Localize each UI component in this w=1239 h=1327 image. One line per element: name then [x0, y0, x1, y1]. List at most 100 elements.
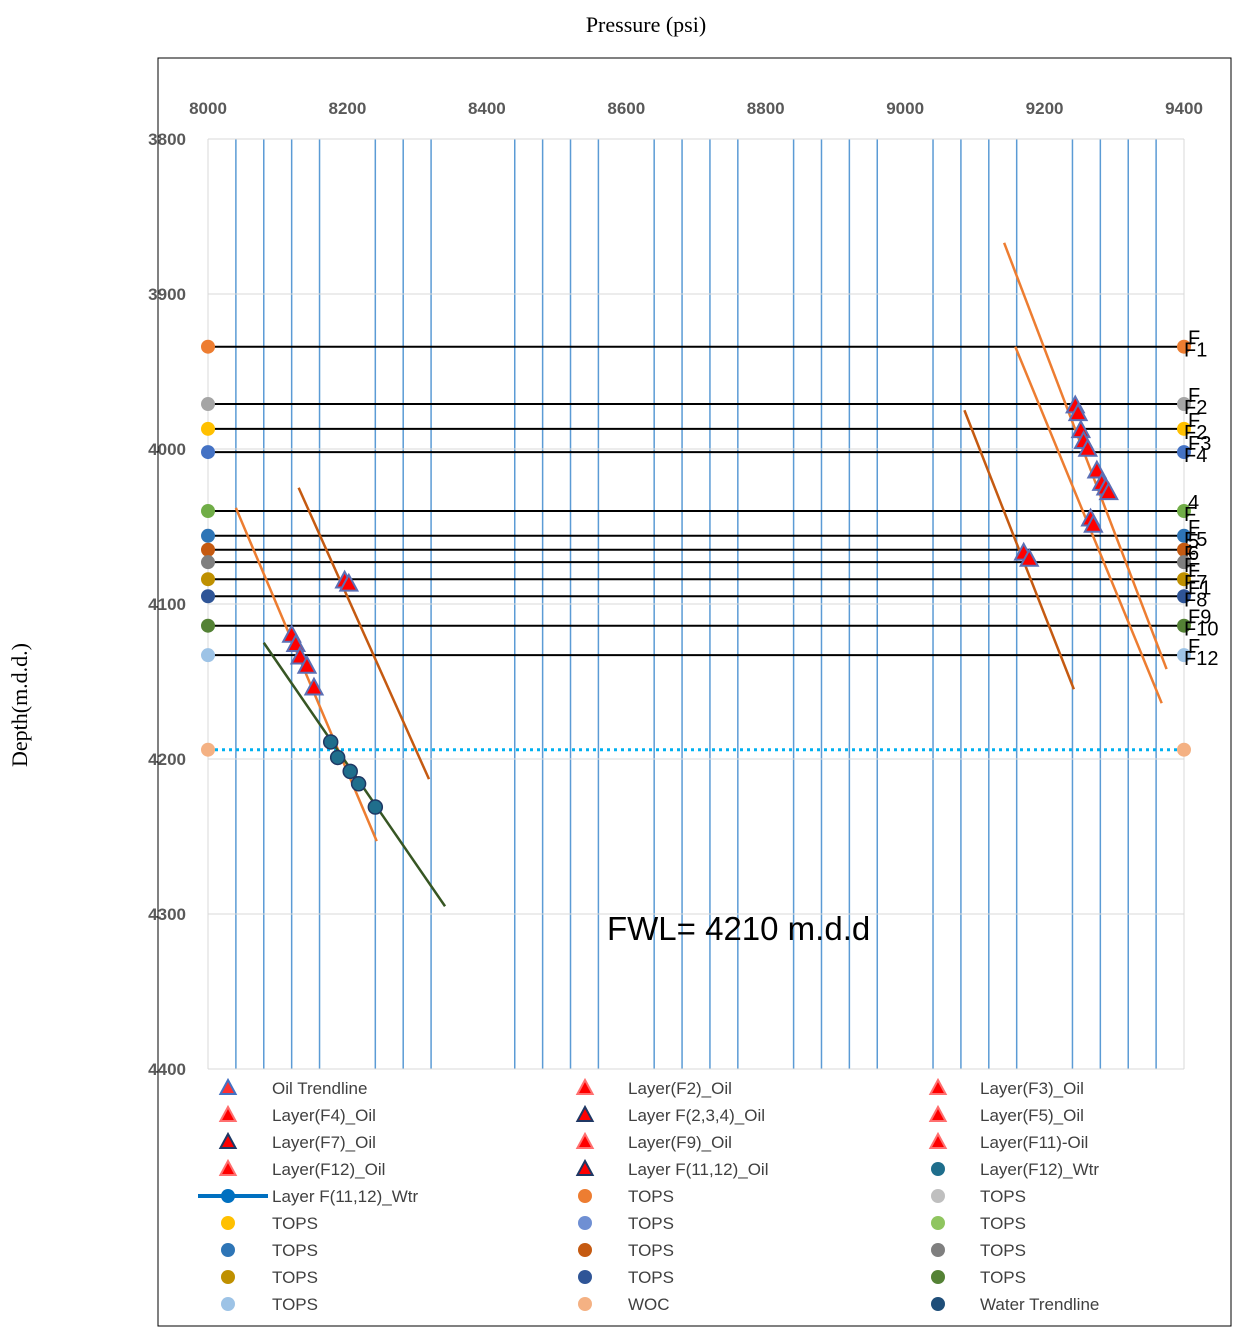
top-label: F12: [1184, 648, 1218, 670]
top-label: F8: [1184, 589, 1207, 611]
top-label: F4: [1184, 445, 1207, 467]
y-tick-label: 3800: [148, 130, 186, 149]
legend-marker: [578, 1297, 592, 1311]
legend-label: TOPS: [628, 1214, 674, 1233]
trendlines: [234, 242, 1168, 907]
top-label-upper: 4: [1188, 492, 1199, 514]
top-label: F1: [1184, 340, 1207, 362]
horizontal-gridlines: [207, 138, 1185, 1070]
data-point-triangle: [1019, 547, 1040, 567]
legend-marker: [218, 1077, 238, 1095]
top-marker-right: [1177, 555, 1191, 570]
legend-label: Layer(F12)_Oil: [272, 1160, 385, 1179]
woc-marker-right: [1177, 742, 1191, 757]
legend-marker: [928, 1077, 948, 1095]
data-point-circle: [322, 734, 339, 750]
legend-label: TOPS: [980, 1214, 1026, 1233]
data-point-circle: [367, 799, 384, 815]
top-marker-left: [201, 397, 215, 412]
data-point-triangle: [1098, 481, 1119, 501]
top-label: F10: [1184, 619, 1218, 641]
legend-marker: [931, 1162, 945, 1176]
legend-label: TOPS: [628, 1187, 674, 1206]
legend-label: Layer F(2,3,4)_Oil: [628, 1106, 765, 1125]
top-marker-left: [201, 648, 215, 663]
legend-label: Oil Trendline: [272, 1079, 367, 1098]
data-point-triangle: [303, 676, 325, 696]
legend-label: TOPS: [628, 1268, 674, 1287]
top-marker-left: [201, 504, 215, 518]
top-label: F: [1184, 504, 1196, 526]
legend-marker: [578, 1189, 592, 1203]
legend-marker: [928, 1104, 948, 1122]
x-tick-label: 8800: [747, 99, 785, 118]
x-tick-label: 9200: [1026, 99, 1064, 118]
legend-label: Layer(F9)_Oil: [628, 1133, 732, 1152]
data-points: [281, 394, 1119, 815]
legend-marker: [575, 1131, 595, 1149]
legend-marker: [218, 1158, 238, 1176]
top-label-upper: F: [1188, 636, 1200, 658]
x-tick-label: 8200: [329, 99, 367, 118]
legend-label: TOPS: [980, 1241, 1026, 1260]
legend-label: Layer F(11,12)_Oil: [628, 1160, 768, 1179]
top-label-upper: F1: [1188, 577, 1211, 599]
top-label-upper: F: [1188, 410, 1200, 432]
data-point-circle: [350, 776, 367, 792]
y-tick-labels: 3800 3900 4000 4100 4200 4300 4400: [148, 130, 186, 1079]
top-marker-right: [1177, 397, 1191, 412]
legend-marker: [931, 1216, 945, 1230]
legend-label: Layer(F12)_Wtr: [980, 1160, 1099, 1179]
chart-title: Pressure (psi): [586, 12, 706, 37]
legend-marker: [218, 1131, 238, 1149]
legend-marker: [931, 1297, 945, 1311]
top-marker-left: [201, 542, 215, 557]
trendline: [963, 409, 1076, 690]
top-marker-right: [1177, 542, 1191, 557]
legend-label: TOPS: [980, 1187, 1026, 1206]
top-marker-left: [201, 528, 215, 543]
legend-label: Layer(F3)_Oil: [980, 1079, 1084, 1098]
top-label-upper: F3: [1188, 433, 1211, 455]
y-tick-label: 4300: [148, 905, 186, 924]
y-tick-label: 4400: [148, 1060, 186, 1079]
x-tick-label: 9000: [886, 99, 924, 118]
legend-marker: [931, 1270, 945, 1284]
top-label: F7: [1184, 572, 1207, 594]
woc-marker-left: [201, 742, 215, 757]
y-tick-label: 4100: [148, 595, 186, 614]
legend-label: Water Trendline: [980, 1295, 1099, 1314]
top-label: F2: [1184, 422, 1207, 444]
legend-marker: [578, 1216, 592, 1230]
legend-label: TOPS: [272, 1268, 318, 1287]
legend-marker: [575, 1104, 595, 1122]
legend-label: TOPS: [272, 1295, 318, 1314]
legend-label: WOC: [628, 1295, 670, 1314]
legend-marker: [218, 1104, 238, 1122]
legend-label: Layer(F11)-Oil: [980, 1133, 1088, 1152]
legend-marker: [928, 1131, 948, 1149]
top-label: F: [1184, 555, 1196, 577]
top-marker-left: [201, 589, 215, 604]
legend-marker: [931, 1189, 945, 1203]
fwl-annotation: FWL= 4210 m.d.d: [607, 910, 870, 947]
top-marker-right: [1177, 648, 1191, 663]
top-marker-left: [201, 339, 215, 354]
legend-marker: [221, 1216, 235, 1230]
legend-label: Layer(F5)_Oil: [980, 1106, 1084, 1125]
x-tick-label: 9400: [1165, 99, 1203, 118]
top-label: F5: [1184, 529, 1207, 551]
top-label-upper: F: [1188, 385, 1200, 407]
top-label-upper: F: [1188, 517, 1200, 539]
data-point-triangle: [296, 654, 318, 674]
legend-label: Layer(F2)_Oil: [628, 1079, 732, 1098]
legend-label: TOPS: [980, 1268, 1026, 1287]
legend-marker: [931, 1243, 945, 1257]
trendline: [297, 487, 431, 780]
y-tick-label: 4000: [148, 440, 186, 459]
x-tick-labels: 8000 8200 8400 8600 8800 9000 9200 9400: [189, 99, 1203, 118]
data-point-triangle: [1067, 402, 1089, 422]
legend-label: Layer F(11,12)_Wtr: [272, 1187, 418, 1206]
legend-marker: [221, 1243, 235, 1257]
